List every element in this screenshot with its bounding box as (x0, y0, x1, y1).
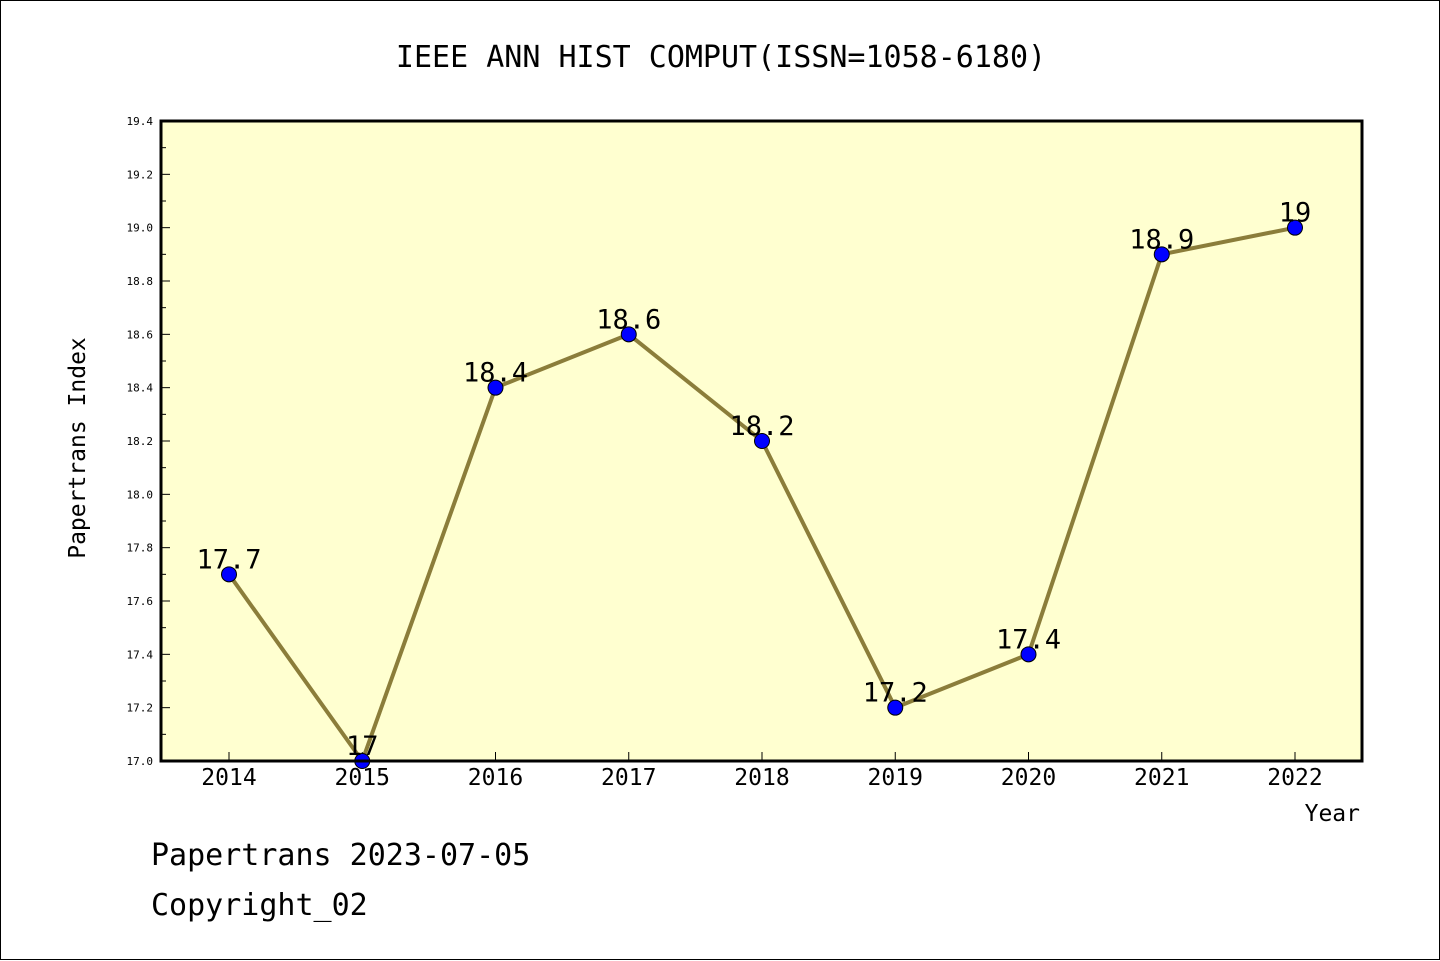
y-axis: 17.0 17.2 17.4 17.6 17.8 18.0 18.2 18.4 18.6 18.8… (127, 115, 170, 768)
data-label: 18.2 (729, 411, 794, 442)
x-tick-label: 2022 (1267, 765, 1322, 791)
data-point (887, 699, 904, 716)
y-tick-label: 17.4 (127, 648, 154, 661)
data-point (620, 326, 637, 343)
data-point (754, 433, 770, 449)
y-tick-label: 18.4 (127, 382, 154, 395)
x-tick-label: 2015 (335, 765, 390, 791)
x-tick-label: 2017 (601, 765, 656, 791)
y-tick-label: 19.4 (127, 115, 154, 128)
y-tick-label: 18.0 (127, 488, 154, 501)
x-tick-label: 2020 (1001, 765, 1056, 791)
y-tick-label: 17.6 (127, 595, 154, 608)
x-tick-label: 2014 (201, 765, 256, 791)
data-label: 19 (1279, 198, 1312, 229)
series-line-group: 17.7 17 18.4 18.6 18.2 17.2 17.4 18.9 19 (196, 198, 1311, 769)
y-tick-label: 18.6 (127, 328, 154, 341)
x-tick-label: 2019 (868, 765, 923, 791)
plot-border (159, 119, 1364, 763)
chart-title: IEEE ANN HIST COMPUT(ISSN=1058-6180) (396, 40, 1046, 75)
y-tick-label: 17.2 (127, 702, 154, 715)
x-tick-label: 2018 (734, 765, 789, 791)
data-point (1020, 646, 1037, 663)
data-point (1287, 219, 1303, 236)
data-label: 17 (346, 731, 379, 762)
data-label: 18.4 (463, 358, 528, 389)
data-point (487, 379, 504, 396)
data-label: 18.9 (1129, 224, 1194, 255)
data-label: 17.4 (996, 624, 1061, 655)
y-tick-label: 19.2 (127, 168, 154, 181)
x-tick-label: 2016 (468, 765, 523, 791)
footer-copyright: Copyright_02 (151, 888, 368, 923)
data-label: 18.6 (596, 304, 661, 335)
y-tick-label: 19.0 (127, 222, 154, 235)
y-tick-label: 17.0 (127, 755, 154, 768)
data-label: 17.7 (196, 544, 261, 575)
y-axis-title: Papertrans Index (65, 337, 91, 559)
y-tick-label: 18.2 (127, 435, 154, 448)
footer-date: Papertrans 2023-07-05 (151, 838, 530, 873)
y-tick-label: 17.8 (127, 542, 154, 555)
data-label: 17.2 (863, 678, 928, 709)
data-point (1153, 246, 1170, 263)
y-tick-label: 18.8 (127, 275, 154, 288)
data-point (221, 566, 237, 583)
x-axis-title: Year (1305, 801, 1360, 827)
x-tick-label: 2021 (1134, 765, 1189, 791)
x-axis: 2014 2015 2016 2017 2018 2019 2020 2021 2022 (201, 752, 1323, 791)
